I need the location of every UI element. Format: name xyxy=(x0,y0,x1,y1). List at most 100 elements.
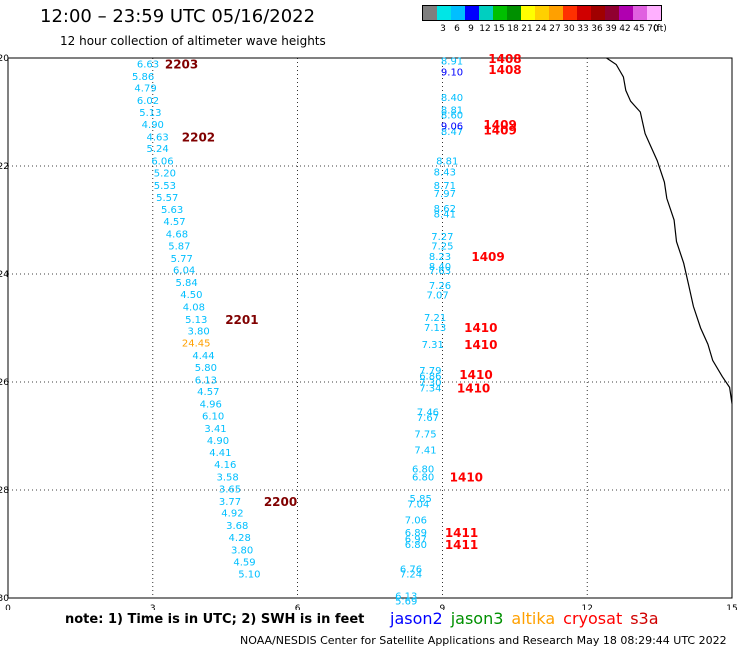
wave-height-label: 7.21 xyxy=(424,313,446,324)
wave-height-label: 6.80 xyxy=(405,540,427,551)
color-swatch xyxy=(465,6,479,20)
wave-height-label: 7.46 xyxy=(417,408,439,419)
color-swatch xyxy=(591,6,605,20)
chart-title: 12:00 – 23:59 UTC 05/16/2022 xyxy=(40,6,316,27)
y-tick-label: -28 xyxy=(0,486,9,496)
x-tick-label: 0 xyxy=(5,604,11,610)
time-annotation: 1410 xyxy=(464,321,497,335)
wave-height-label: 4.57 xyxy=(197,387,219,398)
wave-height-label: 6.10 xyxy=(202,411,224,422)
wave-height-label: 5.53 xyxy=(154,181,176,192)
wave-height-label: 3.80 xyxy=(231,545,253,556)
color-swatch xyxy=(451,6,465,20)
wave-height-label: 5.13 xyxy=(139,108,161,119)
time-annotation: 1409 xyxy=(483,118,516,132)
wave-height-label: 6.02 xyxy=(137,96,159,107)
wave-height-label: 5.10 xyxy=(238,570,260,581)
wave-height-chart: 03691215-20-22-24-26-28-306.635.864.796.… xyxy=(0,52,738,610)
time-annotation: 2200 xyxy=(264,495,297,509)
time-annotation: 1409 xyxy=(483,123,516,137)
wave-height-label: 5.13 xyxy=(185,315,207,326)
wave-height-label: 6.76 xyxy=(400,564,422,575)
color-scale-label: 45 xyxy=(633,24,645,34)
color-scale-label: 6 xyxy=(454,24,460,34)
color-swatch xyxy=(577,6,591,20)
footnote: note: 1) Time is in UTC; 2) SWH is in fe… xyxy=(65,612,365,627)
wave-height-label: 4.90 xyxy=(207,436,229,447)
color-swatch xyxy=(423,6,437,20)
plot-frame xyxy=(7,57,733,599)
time-annotation: 1410 xyxy=(450,471,483,485)
wave-height-label: 7.07 xyxy=(426,291,448,302)
time-annotation: 1408 xyxy=(488,63,521,77)
wave-height-label: 3.41 xyxy=(204,424,226,435)
wave-height-label: 7.25 xyxy=(431,241,453,252)
color-scale-label: 33 xyxy=(577,24,589,34)
wave-height-label: 7.27 xyxy=(431,232,453,243)
wave-height-label: 8.40 xyxy=(429,262,451,273)
wave-height-label: 7.30 xyxy=(419,378,441,389)
color-swatch xyxy=(507,6,521,20)
wave-height-label: 8.81 xyxy=(441,105,463,116)
wave-height-label: 8.47 xyxy=(441,127,463,138)
y-tick-label: -26 xyxy=(0,378,9,388)
wave-height-label: 3.68 xyxy=(226,521,248,532)
wave-height-label: 9.06 xyxy=(441,122,463,133)
wave-height-label: 5.87 xyxy=(168,241,190,252)
color-scale-swatches xyxy=(422,5,662,21)
wave-height-label: 4.57 xyxy=(163,217,185,228)
wave-height-label: 3.58 xyxy=(216,473,238,484)
wave-height-label: 4.90 xyxy=(142,120,164,131)
x-tick-label: 15 xyxy=(726,604,737,610)
color-swatch xyxy=(633,6,647,20)
color-scale-label: 18 xyxy=(507,24,519,34)
x-tick-label: 9 xyxy=(440,604,446,610)
wave-height-label: 4.08 xyxy=(183,302,205,313)
wave-height-label: 9.10 xyxy=(441,68,463,79)
time-annotation: 1408 xyxy=(488,52,521,66)
wave-height-label: 8.91 xyxy=(441,57,463,68)
color-scale-label: 9 xyxy=(468,24,474,34)
wave-height-label: 5.24 xyxy=(146,144,168,155)
wave-height-label: 8.40 xyxy=(441,93,463,104)
color-scale-label: 21 xyxy=(521,24,533,34)
color-scale-legend: 3 6 9 12 15 18 21 24 27 30 33 36 39 42 45 70 (ft) xyxy=(422,5,667,36)
wave-height-label: 8.43 xyxy=(434,167,456,178)
color-swatch xyxy=(619,6,633,20)
wave-height-label: 4.92 xyxy=(221,509,243,520)
wave-height-label: 4.28 xyxy=(229,533,251,544)
wave-height-label: 7.06 xyxy=(405,516,427,527)
wave-height-label: 6.80 xyxy=(412,464,434,475)
wave-height-label: 24.45 xyxy=(182,339,211,350)
wave-height-label: 7.31 xyxy=(422,340,444,351)
wave-height-label: 7.26 xyxy=(429,281,451,292)
color-scale-label: 27 xyxy=(549,24,561,34)
wave-height-label: 6.86 xyxy=(419,372,441,383)
satellite-legend-item: cryosat xyxy=(563,609,623,628)
wave-height-label: 4.44 xyxy=(192,351,214,362)
coastline xyxy=(606,57,733,404)
color-swatch xyxy=(549,6,563,20)
time-annotation: 1410 xyxy=(457,381,490,395)
x-tick-label: 3 xyxy=(150,604,156,610)
wave-height-label: 6.13 xyxy=(195,375,217,386)
wave-height-label: 6.97 xyxy=(405,535,427,546)
wave-height-label: 7.04 xyxy=(407,500,429,511)
credit-line: NOAA/NESDIS Center for Satellite Applica… xyxy=(240,634,727,647)
time-annotation: 1411 xyxy=(445,538,478,552)
time-annotation: 1409 xyxy=(471,250,504,264)
wave-height-label: 4.79 xyxy=(134,84,156,95)
satellite-legend-item: jason3 xyxy=(450,609,504,628)
wave-height-label: 3.80 xyxy=(188,327,210,338)
time-annotation: 1410 xyxy=(459,368,492,382)
wave-height-label: 7.97 xyxy=(434,189,456,200)
satellite-legend-item: jason2 xyxy=(390,609,443,628)
wave-height-label: 6.13 xyxy=(395,591,417,602)
wave-height-label: 5.85 xyxy=(410,494,432,505)
wave-height-label: 4.96 xyxy=(200,400,222,411)
wave-height-label: 5.77 xyxy=(171,254,193,265)
color-swatch xyxy=(479,6,493,20)
wave-height-label: 7.63 xyxy=(429,266,451,277)
time-annotation: 2203 xyxy=(165,57,198,71)
color-scale-label: 30 xyxy=(563,24,575,34)
